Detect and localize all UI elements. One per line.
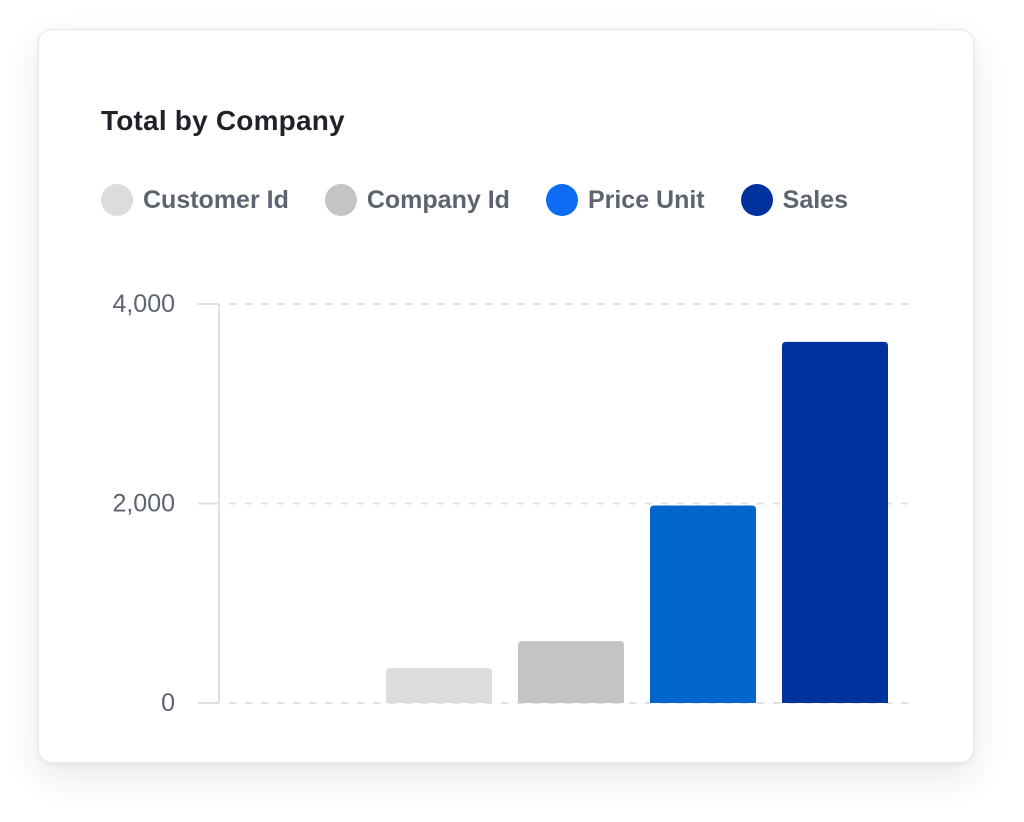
legend-dot-customer-id	[101, 184, 133, 216]
chart-title: Total by Company	[101, 105, 345, 136]
chart-card: Total by Company Customer Id Company Id …	[38, 29, 974, 763]
legend-dot-sales	[740, 184, 773, 216]
legend-label-price-unit: Price Unit	[587, 185, 705, 214]
y-tick-label-1: 2,000	[112, 490, 175, 518]
legend-item-price-unit[interactable]: Price Unit	[545, 184, 705, 216]
bar-price-unit	[650, 505, 756, 703]
legend-label-customer-id: Customer Id	[143, 185, 289, 214]
legend-dot-company-id	[324, 184, 357, 216]
bar-customer-id	[386, 668, 492, 703]
legend-item-company-id[interactable]: Company Id	[324, 184, 510, 216]
chart-legend: Customer Id Company Id Price Unit Sales	[101, 183, 848, 217]
legend-label-sales: Sales	[782, 185, 848, 214]
legend-dot-price-unit	[545, 184, 578, 216]
bar-sales	[782, 341, 888, 703]
legend-item-customer-id[interactable]: Customer Id	[101, 184, 289, 216]
y-tick-label-2: 4,000	[112, 290, 175, 318]
bar-chart: 0 2,000 4,000	[112, 290, 915, 717]
bar-company-id	[518, 641, 624, 703]
y-tick-label-0: 0	[161, 689, 175, 717]
legend-item-sales[interactable]: Sales	[740, 184, 848, 216]
legend-label-company-id: Company Id	[366, 185, 510, 214]
